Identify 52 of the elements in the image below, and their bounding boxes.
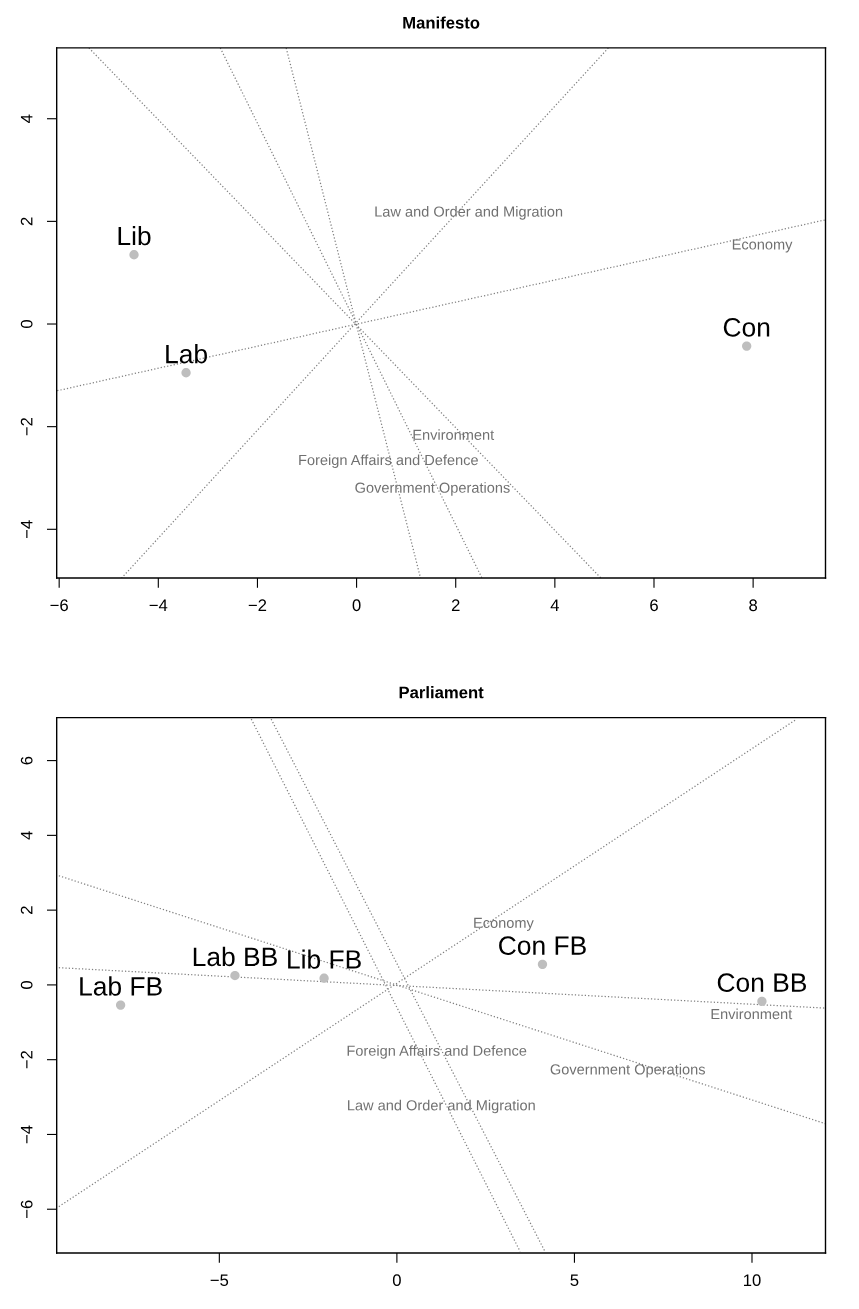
y-tick-label: 0 (20, 320, 33, 328)
y-tick-label: −2 (20, 1051, 33, 1069)
annotation: Foreign Affairs and Defence (347, 1045, 527, 1059)
point (742, 341, 752, 351)
annotation: Law and Order and Migration (375, 206, 563, 220)
x-tick-label: 0 (392, 1274, 401, 1287)
x-tick-label: −4 (149, 599, 168, 611)
y-tick-label: 4 (20, 114, 33, 123)
x-tick-label: −2 (248, 599, 267, 611)
point (757, 996, 767, 1007)
x-tick-label: 2 (451, 599, 460, 611)
y-tick-label: 2 (20, 217, 33, 226)
annotation: Environment (711, 1008, 793, 1020)
x-tick-label: 0 (352, 599, 361, 612)
point (129, 250, 139, 260)
annotation: Government Operations (550, 1063, 705, 1078)
x-tick-label: 8 (749, 599, 758, 612)
x-tick-label: 10 (743, 1274, 761, 1287)
x-tick-label: 6 (650, 599, 658, 612)
y-tick-label: −4 (20, 1125, 33, 1144)
data-label: Lib (118, 225, 151, 246)
chart-title: Parliament (399, 686, 484, 699)
y-tick-label: −2 (20, 417, 33, 436)
x-tick-label: −5 (210, 1274, 229, 1287)
y-tick-label: −6 (20, 1200, 33, 1218)
annotation: Economy (474, 917, 534, 931)
annotation: Environment (413, 429, 495, 440)
point (181, 368, 191, 378)
point (230, 970, 240, 981)
x-tick-label: 5 (570, 1274, 579, 1287)
chart-title: Manifesto (403, 16, 480, 29)
data-label: Lab (166, 344, 207, 364)
point (115, 1000, 126, 1010)
y-tick-label: −4 (20, 520, 33, 538)
y-tick-label: 2 (20, 906, 33, 914)
y-tick-label: 0 (20, 980, 33, 989)
data-label: Con FB (499, 936, 586, 955)
y-tick-label: 6 (20, 756, 33, 765)
data-label: Lab FB (80, 976, 162, 996)
annotation: Law and Order and Migration (348, 1099, 535, 1114)
data-label: Con (723, 318, 770, 337)
annotation: Foreign Affairs and Defence (299, 454, 478, 469)
data-label: Con BB (717, 973, 807, 992)
point (319, 973, 329, 983)
x-tick-label: −6 (50, 599, 68, 612)
annotation: Government Operations (355, 482, 510, 496)
annotation: Economy (732, 239, 793, 253)
data-label: Lab BB (193, 946, 277, 967)
y-tick-label: 4 (20, 831, 33, 840)
point (537, 959, 548, 970)
data-label: Lib FB (288, 949, 361, 969)
x-tick-label: 4 (550, 599, 559, 611)
